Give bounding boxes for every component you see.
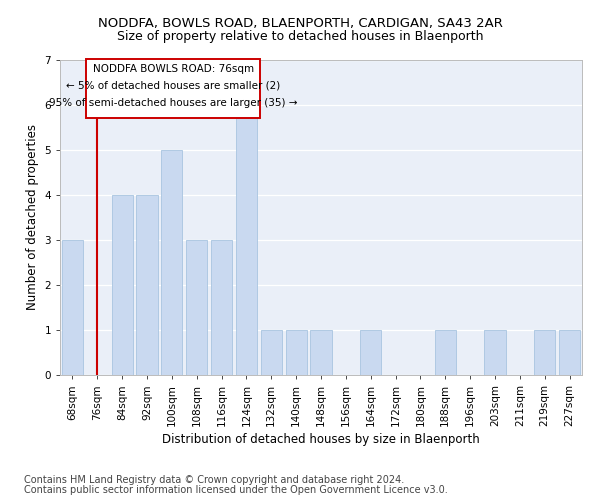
Bar [286, 330, 307, 375]
Bar [559, 330, 580, 375]
Bar [211, 240, 232, 375]
Text: 95% of semi-detached houses are larger (35) →: 95% of semi-detached houses are larger (… [49, 98, 298, 108]
Bar [484, 330, 506, 375]
Bar [236, 105, 257, 375]
Bar [261, 330, 282, 375]
Bar [534, 330, 555, 375]
Text: Contains HM Land Registry data © Crown copyright and database right 2024.: Contains HM Land Registry data © Crown c… [24, 475, 404, 485]
Text: Contains public sector information licensed under the Open Government Licence v3: Contains public sector information licen… [24, 485, 448, 495]
Bar [112, 195, 133, 375]
Bar [435, 330, 456, 375]
X-axis label: Distribution of detached houses by size in Blaenporth: Distribution of detached houses by size … [162, 433, 480, 446]
Text: NODDFA BOWLS ROAD: 76sqm: NODDFA BOWLS ROAD: 76sqm [92, 64, 254, 74]
Bar [161, 150, 182, 375]
FancyBboxPatch shape [86, 59, 260, 118]
Bar [310, 330, 332, 375]
Y-axis label: Number of detached properties: Number of detached properties [26, 124, 39, 310]
Bar [62, 240, 83, 375]
Bar [186, 240, 207, 375]
Text: ← 5% of detached houses are smaller (2): ← 5% of detached houses are smaller (2) [66, 80, 280, 90]
Text: NODDFA, BOWLS ROAD, BLAENPORTH, CARDIGAN, SA43 2AR: NODDFA, BOWLS ROAD, BLAENPORTH, CARDIGAN… [98, 18, 502, 30]
Bar [136, 195, 158, 375]
Text: Size of property relative to detached houses in Blaenporth: Size of property relative to detached ho… [117, 30, 483, 43]
Bar [360, 330, 381, 375]
